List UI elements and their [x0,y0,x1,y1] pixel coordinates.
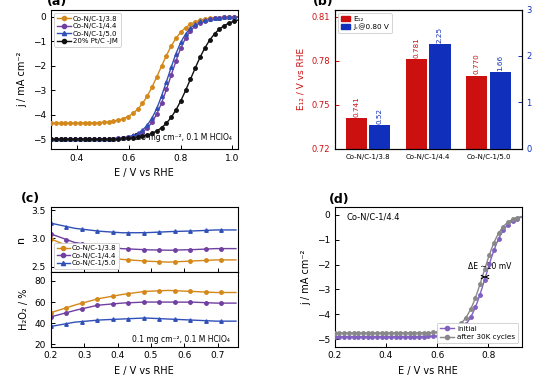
Legend: E₁₂, Jₖ@0.80 V: E₁₂, Jₖ@0.80 V [339,13,392,33]
Legend: initial, after 30K cycles: initial, after 30K cycles [437,323,518,343]
Text: 0.741: 0.741 [353,96,359,117]
Text: (d): (d) [329,193,350,206]
Text: Co-N/C-1/4.4: Co-N/C-1/4.4 [346,213,400,222]
X-axis label: E / V vs RHE: E / V vs RHE [114,168,174,178]
Bar [346,118,366,383]
Text: 1.66: 1.66 [497,55,503,71]
Bar [369,125,390,149]
Text: (b): (b) [312,0,333,8]
Text: 0.781: 0.781 [414,38,419,58]
Text: 0.1 mg cm⁻², 0.1 M HClO₄: 0.1 mg cm⁻², 0.1 M HClO₄ [132,335,230,344]
Y-axis label: n: n [16,236,26,244]
Y-axis label: E₁₂ / V vs RHE: E₁₂ / V vs RHE [297,48,306,110]
Legend: Co-N/C-1/3.8, Co-N/C-1/4.4, Co-N/C-1/5.0: Co-N/C-1/3.8, Co-N/C-1/4.4, Co-N/C-1/5.0 [54,242,119,269]
Bar [490,72,511,149]
Bar [406,59,427,383]
Text: 2.25: 2.25 [437,27,443,43]
Y-axis label: j / mA cm⁻²: j / mA cm⁻² [301,249,311,304]
Text: ΔE ∼10 mV: ΔE ∼10 mV [468,262,511,271]
Legend: Co-N/C-1/3.8, Co-N/C-1/4.4, Co-N/C-1/5.0, 20% Pt/C -JM: Co-N/C-1/3.8, Co-N/C-1/4.4, Co-N/C-1/5.0… [54,13,121,47]
Text: 0.52: 0.52 [377,108,383,124]
Text: (a): (a) [47,0,67,8]
Y-axis label: H₂O₂ / %: H₂O₂ / % [19,289,29,330]
Bar [430,44,450,149]
Text: 0.1 M HClO₄: 0.1 M HClO₄ [469,332,514,341]
X-axis label: E / V vs RHE: E / V vs RHE [114,366,174,376]
Text: 0.770: 0.770 [473,54,480,74]
Y-axis label: j / mA cm⁻²: j / mA cm⁻² [17,52,27,107]
Text: (c): (c) [21,192,40,205]
Bar [466,75,487,383]
X-axis label: E / V vs RHE: E / V vs RHE [399,366,458,376]
Text: 0.8 mg cm⁻², 0.1 M HClO₄: 0.8 mg cm⁻², 0.1 M HClO₄ [134,133,232,142]
